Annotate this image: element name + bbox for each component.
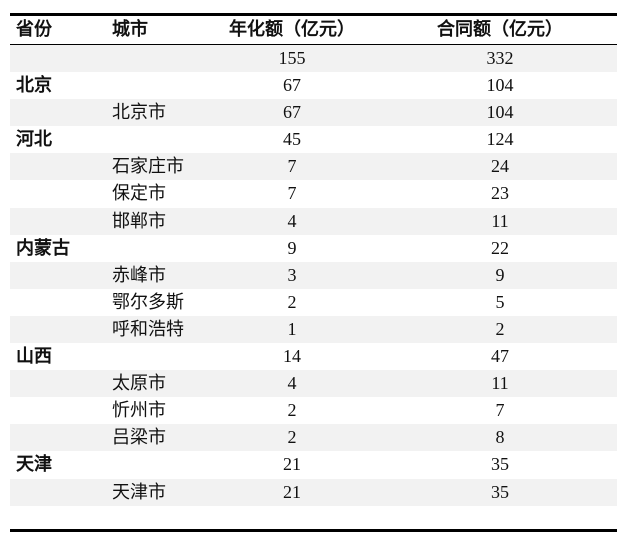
table-row: 鄂尔多斯 2 5 xyxy=(10,289,617,316)
annual-amount: 3 xyxy=(287,264,297,285)
contract-amount: 104 xyxy=(486,102,514,123)
table-row: 邯郸市 4 11 xyxy=(10,207,617,235)
annual-amount: 4 xyxy=(287,210,297,231)
annual-amount: 155 xyxy=(278,48,306,68)
contract-amount: 11 xyxy=(491,210,509,231)
contract-amount: 5 xyxy=(495,291,505,312)
table-row: 赤峰市 3 9 xyxy=(10,261,617,289)
contract-amount: 11 xyxy=(491,373,509,394)
header-cell: 省份 xyxy=(16,19,52,40)
table-row: 太原市 4 11 xyxy=(10,370,617,398)
table-row: 保定市 7 23 xyxy=(10,180,617,207)
table-row: 天津市 21 35 xyxy=(10,478,617,506)
annual-amount: 67 xyxy=(283,75,301,96)
table-row: 山西 14 47 xyxy=(10,343,617,370)
city: 保定市 xyxy=(112,183,166,204)
annual-amount: 21 xyxy=(283,454,301,475)
city: 天津市 xyxy=(112,481,166,502)
bottom-rule xyxy=(10,529,617,532)
city: 赤峰市 xyxy=(112,264,166,285)
contract-amount: 7 xyxy=(495,400,505,421)
table-row: 石家庄市 7 24 xyxy=(10,153,617,181)
table-row: 呼和浩特 1 2 xyxy=(10,315,617,344)
header-cell: 城市 xyxy=(112,19,148,40)
city: 太原市 xyxy=(112,373,166,394)
contract-amount: 35 xyxy=(491,481,509,502)
contract-amount: 124 xyxy=(486,129,514,150)
annual-amount: 2 xyxy=(287,291,297,312)
annual-amount: 2 xyxy=(287,400,297,421)
contract-amount: 332 xyxy=(486,48,514,68)
table-row: 河北 45 124 xyxy=(10,126,617,153)
table-row: 内蒙古 9 22 xyxy=(10,235,617,262)
contract-amount: 47 xyxy=(491,346,509,367)
contract-amount: 2 xyxy=(495,318,505,339)
annual-amount: 21 xyxy=(283,481,301,502)
header-cell: 年化额（亿元） xyxy=(229,19,355,40)
header-cell: 合同额（亿元） xyxy=(437,19,563,40)
annual-amount: 45 xyxy=(283,129,301,150)
contract-amount: 35 xyxy=(491,454,509,475)
contract-amount: 22 xyxy=(491,237,509,258)
province: 北京 xyxy=(16,75,52,97)
table-row: 155 332 xyxy=(10,45,617,73)
city: 吕梁市 xyxy=(112,427,166,448)
table-row: 吕梁市 2 8 xyxy=(10,424,617,452)
annual-amount: 1 xyxy=(287,318,297,339)
contract-amount: 23 xyxy=(491,183,509,204)
province: 山西 xyxy=(16,346,52,368)
annual-amount: 7 xyxy=(287,156,297,177)
province: 河北 xyxy=(16,129,52,151)
table-row: 天津 21 35 xyxy=(10,451,617,478)
table-row: 忻州市 2 7 xyxy=(10,397,617,424)
table-row: 北京市 67 104 xyxy=(10,99,617,127)
table-row: 北京 67 104 xyxy=(10,72,617,99)
annual-amount: 2 xyxy=(287,427,297,448)
city: 忻州市 xyxy=(112,400,166,421)
table: 省份 城市 年化额（亿元） 合同额（亿元） 155 332 北京 67 104 北京市 67… xyxy=(10,13,617,506)
contract-amount: 24 xyxy=(491,156,509,177)
annual-amount: 67 xyxy=(283,102,301,123)
contract-amount: 8 xyxy=(495,427,505,448)
annual-amount: 14 xyxy=(283,346,301,367)
province: 天津 xyxy=(16,454,52,476)
city: 鄂尔多斯 xyxy=(112,291,184,312)
city: 石家庄市 xyxy=(112,156,184,177)
annual-amount: 9 xyxy=(287,237,297,258)
annual-amount: 4 xyxy=(287,373,297,394)
contract-amount: 104 xyxy=(486,75,514,96)
header-row: 省份 城市 年化额（亿元） 合同额（亿元） xyxy=(10,16,617,45)
city: 邯郸市 xyxy=(112,210,166,231)
annual-amount: 7 xyxy=(287,183,297,204)
city: 呼和浩特 xyxy=(112,318,184,339)
city: 北京市 xyxy=(112,102,166,123)
contract-amount: 9 xyxy=(495,264,505,285)
province: 内蒙古 xyxy=(16,237,70,259)
